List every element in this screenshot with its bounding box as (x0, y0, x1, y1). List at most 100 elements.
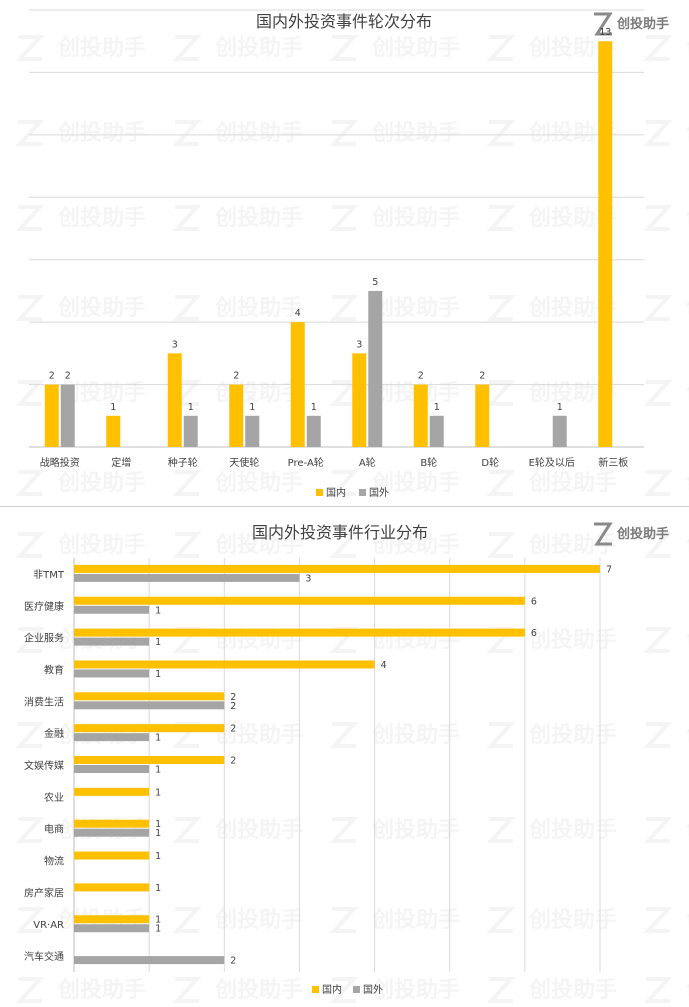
legend-label: 国外 (363, 984, 383, 996)
bar-domestic (290, 322, 305, 447)
data-label: 5 (372, 277, 378, 288)
watermark-logo-icon (329, 470, 359, 496)
watermark-logo-icon (15, 380, 45, 406)
watermark-logo-icon (643, 120, 673, 146)
bar-domestic (475, 384, 490, 447)
legend-swatch (353, 986, 360, 993)
watermark-logo-icon (643, 627, 673, 653)
data-label: 1 (110, 402, 116, 413)
legend: 国内 国外 (316, 486, 389, 499)
watermark-logo-icon (15, 627, 45, 653)
data-label: 13 (599, 27, 611, 38)
category-tick-label: E轮及以后 (529, 456, 575, 469)
bar-domestic (74, 851, 150, 860)
category-tick-label: B轮 (420, 456, 437, 469)
watermark-text: 创投助手 (371, 723, 460, 748)
watermark-logo-icon (15, 817, 45, 843)
category-tick-label: 战略投资 (40, 456, 80, 469)
watermark-text: 创投助手 (528, 471, 617, 496)
legend-swatch (359, 489, 366, 496)
bar-domestic (74, 787, 150, 796)
bar-domestic (74, 819, 150, 828)
bar-foreign (74, 701, 225, 710)
watermark-logo-icon (172, 205, 202, 231)
bar-domestic (74, 628, 525, 637)
watermark-logo-icon (15, 977, 45, 1003)
category-tick-label: A轮 (359, 456, 376, 469)
bar-domestic (74, 724, 225, 733)
watermark-layer: 创投助手创投助手创投助手创投助手创投助手创投助手创投助手创投助手创投助手创投助手… (15, 532, 689, 1003)
data-label: 3 (356, 339, 362, 350)
bar-foreign (74, 765, 150, 773)
bar-foreign (245, 415, 260, 447)
watermark-logo-icon (329, 380, 359, 406)
watermark-logo-icon (172, 295, 202, 321)
watermark-text: 创投助手 (214, 978, 303, 1003)
watermark-text: 创投助手 (685, 121, 689, 146)
watermark-logo-icon (172, 35, 202, 61)
data-label: 2 (230, 756, 236, 767)
data-label: 4 (381, 660, 387, 671)
category-tick-label: 种子轮 (168, 456, 198, 469)
data-label: 2 (230, 701, 236, 712)
watermark-logo-icon (643, 977, 673, 1003)
data-label: 7 (606, 564, 612, 575)
watermark-logo-icon (643, 817, 673, 843)
category-tick-label: VR·AR (33, 920, 64, 931)
watermark-text: 创投助手 (685, 723, 689, 748)
data-label: 2 (230, 692, 236, 703)
bar-domestic (74, 660, 375, 669)
watermark-text: 创投助手 (57, 978, 146, 1003)
watermark-logo-icon (643, 470, 673, 496)
watermark-text: 创投助手 (214, 908, 303, 933)
bar-foreign (74, 573, 300, 582)
watermark-logo-icon (643, 722, 673, 748)
watermark-logo-icon (172, 470, 202, 496)
data-label: 1 (155, 765, 161, 776)
bar-foreign (74, 956, 225, 965)
legend-label: 国内 (322, 983, 342, 996)
category-tick-label: 汽车交通 (24, 950, 64, 963)
watermark-logo-icon (643, 295, 673, 321)
data-label: 1 (188, 402, 194, 413)
bar-domestic (44, 384, 59, 447)
watermark-logo-icon (15, 532, 45, 558)
data-label: 4 (295, 308, 301, 319)
watermark-logo-icon (15, 907, 45, 933)
round-distribution-panel: 创投助手 创投助手 创投助手 创投助手 创投助手 创投助手 创投助手 创投助手 创投助手 创投助手… (0, 9, 689, 507)
watermark-text: 创投助手 (371, 978, 460, 1003)
watermark-text: 创投助手 (57, 296, 146, 321)
data-label: 1 (155, 637, 161, 648)
watermark-text: 创投助手 (214, 121, 303, 146)
watermark-logo-icon (329, 817, 359, 843)
data-label: 2 (65, 371, 71, 382)
bars (74, 564, 600, 965)
watermark-logo-icon (329, 722, 359, 748)
watermark-logo-icon (172, 532, 202, 558)
watermark-logo-icon (643, 907, 673, 933)
watermark-text: 创投助手 (685, 978, 689, 1003)
data-label: 2 (49, 371, 55, 382)
bar-domestic (74, 564, 600, 573)
watermark-text: 创投助手 (685, 818, 689, 843)
watermark-logo-icon (15, 120, 45, 146)
bar-foreign (552, 415, 567, 447)
data-label: 2 (479, 371, 485, 382)
chart-title: 国内外投资事件轮次分布 (256, 12, 432, 31)
watermark-logo-icon (486, 907, 516, 933)
data-label: 1 (155, 883, 161, 894)
data-label: 1 (155, 787, 161, 798)
watermark-text: 创投助手 (57, 471, 146, 496)
watermark-text: 创投助手 (57, 36, 146, 61)
watermark-text: 创投助手 (214, 723, 303, 748)
watermark-logo-icon (15, 35, 45, 61)
legend-label: 国外 (369, 487, 389, 499)
watermark-logo-icon (15, 205, 45, 231)
data-label: 1 (155, 915, 161, 926)
watermark-logo-icon (15, 295, 45, 321)
watermark-text: 创投助手 (685, 533, 689, 558)
watermark-logo-icon (486, 817, 516, 843)
watermark-logo-icon (172, 120, 202, 146)
